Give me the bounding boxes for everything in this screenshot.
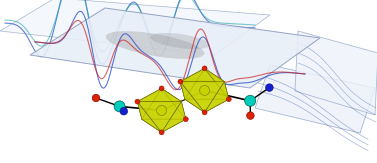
Polygon shape: [181, 82, 205, 112]
Polygon shape: [137, 102, 162, 132]
Circle shape: [92, 94, 100, 102]
Polygon shape: [162, 88, 186, 119]
Circle shape: [202, 110, 207, 115]
Circle shape: [135, 99, 140, 104]
Circle shape: [226, 97, 231, 102]
Polygon shape: [255, 65, 375, 133]
Circle shape: [114, 101, 125, 112]
Polygon shape: [185, 68, 229, 99]
Polygon shape: [181, 68, 224, 82]
Circle shape: [120, 107, 127, 115]
Circle shape: [159, 86, 164, 91]
Circle shape: [156, 105, 167, 115]
Circle shape: [247, 112, 254, 119]
Ellipse shape: [150, 33, 210, 49]
Circle shape: [178, 79, 183, 84]
Circle shape: [202, 66, 207, 71]
Circle shape: [266, 84, 273, 91]
Circle shape: [183, 117, 188, 122]
Polygon shape: [181, 68, 205, 99]
Polygon shape: [137, 88, 181, 102]
Polygon shape: [185, 99, 229, 112]
Polygon shape: [0, 0, 270, 55]
Circle shape: [245, 95, 256, 106]
Polygon shape: [30, 8, 320, 88]
Circle shape: [199, 85, 210, 95]
Polygon shape: [137, 102, 181, 132]
Polygon shape: [137, 88, 162, 119]
Polygon shape: [181, 82, 224, 112]
Ellipse shape: [106, 31, 204, 59]
Polygon shape: [142, 88, 186, 119]
Polygon shape: [295, 31, 377, 115]
Polygon shape: [142, 119, 186, 132]
Circle shape: [159, 130, 164, 135]
Polygon shape: [162, 102, 186, 132]
Polygon shape: [205, 82, 229, 112]
Polygon shape: [205, 68, 229, 99]
